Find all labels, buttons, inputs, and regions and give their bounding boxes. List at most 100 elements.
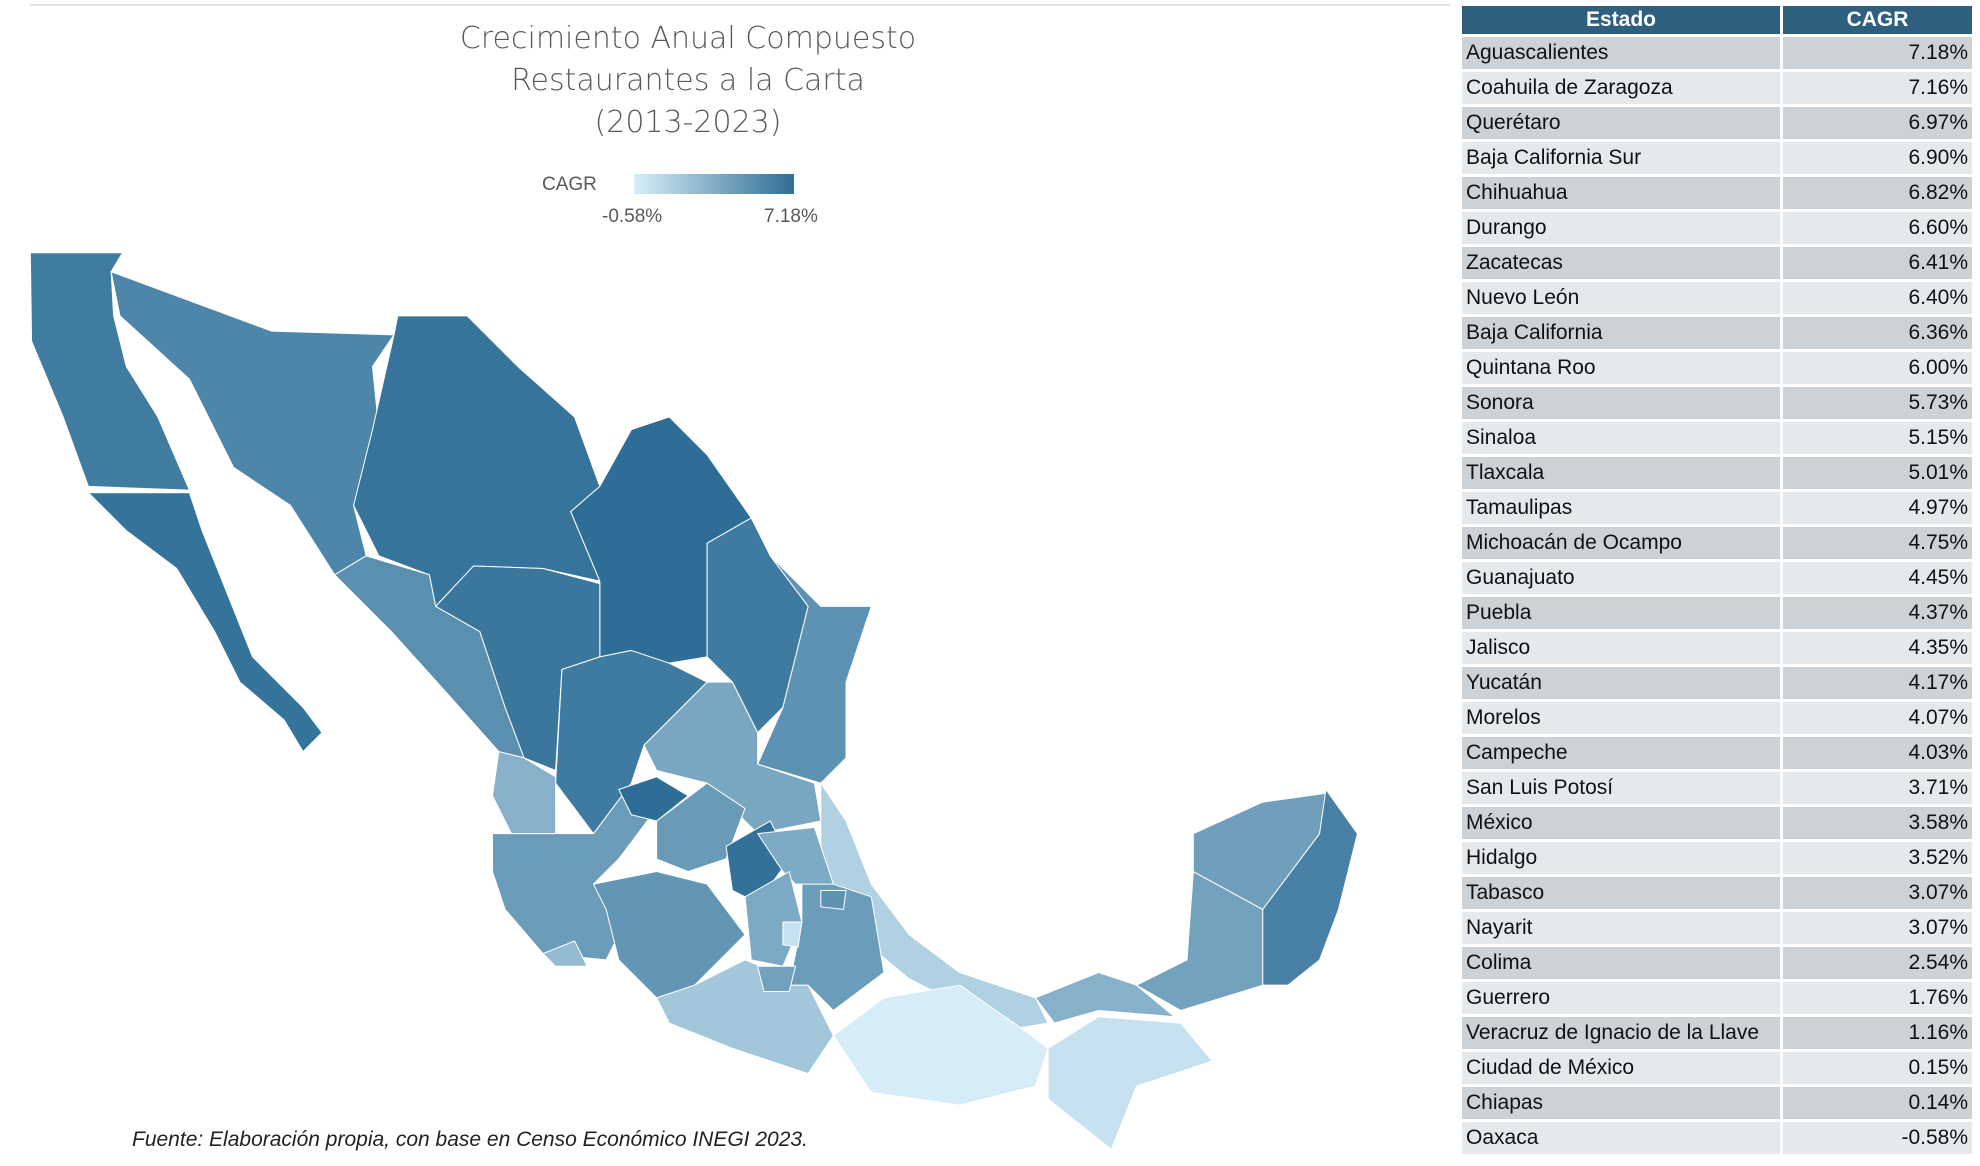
- estado-cell: Sonora: [1462, 387, 1780, 419]
- cagr-cell: 6.00%: [1783, 352, 1972, 384]
- estado-cell: Sinaloa: [1462, 422, 1780, 454]
- estado-cell: Durango: [1462, 212, 1780, 244]
- table-row: Campeche 4.03%: [1462, 737, 1972, 769]
- table-row: Jalisco 4.35%: [1462, 632, 1972, 664]
- cagr-cell: 1.16%: [1783, 1017, 1972, 1049]
- state-morelos: [757, 965, 797, 993]
- estado-cell: Oaxaca: [1462, 1122, 1780, 1154]
- estado-cell: Quintana Roo: [1462, 352, 1780, 384]
- table-row: Quintana Roo 6.00%: [1462, 352, 1972, 384]
- estado-cell: Morelos: [1462, 702, 1780, 734]
- table-row: Hidalgo 3.52%: [1462, 842, 1972, 874]
- source-note: Fuente: Elaboración propia, con base en …: [132, 1128, 808, 1151]
- cagr-cell: 6.82%: [1783, 177, 1972, 209]
- estado-cell: México: [1462, 807, 1780, 839]
- cagr-cell: -0.58%: [1783, 1122, 1972, 1154]
- table-row: Ciudad de México 0.15%: [1462, 1052, 1972, 1084]
- cagr-cell: 3.58%: [1783, 807, 1972, 839]
- cagr-cell: 6.97%: [1783, 107, 1972, 139]
- estado-cell: Yucatán: [1462, 667, 1780, 699]
- estado-cell: Zacatecas: [1462, 247, 1780, 279]
- estado-cell: Tabasco: [1462, 877, 1780, 909]
- table-row: Aguascalientes 7.18%: [1462, 37, 1972, 69]
- state-aguascalientes: [618, 776, 689, 822]
- estado-cell: Nuevo León: [1462, 282, 1780, 314]
- estado-cell: Nayarit: [1462, 912, 1780, 944]
- table-row: Querétaro 6.97%: [1462, 107, 1972, 139]
- estado-cell: Baja California: [1462, 317, 1780, 349]
- state-hidalgo: [757, 826, 834, 885]
- cagr-cell: 6.90%: [1783, 142, 1972, 174]
- estado-cell: Aguascalientes: [1462, 37, 1780, 69]
- estado-cell: Coahuila de Zaragoza: [1462, 72, 1780, 104]
- table-row: Chihuahua 6.82%: [1462, 177, 1972, 209]
- estado-cell: Michoacán de Ocampo: [1462, 527, 1780, 559]
- cagr-cell: 5.01%: [1783, 457, 1972, 489]
- estado-cell: Chihuahua: [1462, 177, 1780, 209]
- table-header-row: Estado CAGR: [1462, 6, 1972, 34]
- table-row: Guerrero 1.76%: [1462, 982, 1972, 1014]
- estado-cell: Colima: [1462, 947, 1780, 979]
- cagr-cell: 7.18%: [1783, 37, 1972, 69]
- legend-max: 7.18%: [764, 206, 818, 227]
- title-line-1: Crecimiento Anual Compuesto: [459, 21, 917, 56]
- state-chiapas: [1047, 1016, 1213, 1150]
- table-row: Baja California 6.36%: [1462, 317, 1972, 349]
- header-cagr: CAGR: [1783, 6, 1972, 34]
- cagr-cell: 0.14%: [1783, 1087, 1972, 1119]
- state-colima: [542, 940, 588, 967]
- cagr-cell: 4.75%: [1783, 527, 1972, 559]
- state-tamaulipas: [757, 555, 872, 784]
- table-row: Sinaloa 5.15%: [1462, 422, 1972, 454]
- header-estado: Estado: [1462, 6, 1780, 34]
- table-row: Coahuila de Zaragoza 7.16%: [1462, 72, 1972, 104]
- cagr-cell: 4.37%: [1783, 597, 1972, 629]
- cagr-cell: 6.60%: [1783, 212, 1972, 244]
- table-row: Oaxaca -0.58%: [1462, 1122, 1972, 1154]
- cagr-cell: 7.16%: [1783, 72, 1972, 104]
- table-row: San Luis Potosí 3.71%: [1462, 772, 1972, 804]
- cagr-table: Estado CAGR Aguascalientes 7.18% Coahuila …: [1459, 3, 1975, 1157]
- title-line-3: (2013-2023): [594, 105, 782, 140]
- table-row: Guanajuato 4.45%: [1462, 562, 1972, 594]
- state-tabasco: [1034, 972, 1175, 1024]
- estado-cell: Tlaxcala: [1462, 457, 1780, 489]
- cagr-cell: 3.07%: [1783, 912, 1972, 944]
- cagr-cell: 6.36%: [1783, 317, 1972, 349]
- table-row: Tamaulipas 4.97%: [1462, 492, 1972, 524]
- state-chihuahua: [353, 315, 601, 607]
- estado-cell: Guanajuato: [1462, 562, 1780, 594]
- cagr-cell: 4.45%: [1783, 562, 1972, 594]
- estado-cell: Puebla: [1462, 597, 1780, 629]
- legend-gradient: [634, 174, 794, 194]
- top-divider: [30, 4, 1450, 6]
- table-row: Tlaxcala 5.01%: [1462, 457, 1972, 489]
- table-row: Morelos 4.07%: [1462, 702, 1972, 734]
- table-row: Nuevo León 6.40%: [1462, 282, 1972, 314]
- cagr-cell: 5.15%: [1783, 422, 1972, 454]
- cagr-cell: 4.35%: [1783, 632, 1972, 664]
- estado-cell: Tamaulipas: [1462, 492, 1780, 524]
- cagr-cell: 2.54%: [1783, 947, 1972, 979]
- map-title: Crecimiento Anual Compuesto Restaurantes…: [388, 18, 988, 144]
- state-quintana-roo: [1262, 788, 1358, 986]
- table-row: Baja California Sur 6.90%: [1462, 142, 1972, 174]
- cagr-cell: 4.97%: [1783, 492, 1972, 524]
- estado-cell: Ciudad de México: [1462, 1052, 1780, 1084]
- state-baja-california-sur: [87, 492, 323, 753]
- table-row: Colima 2.54%: [1462, 947, 1972, 979]
- cagr-cell: 0.15%: [1783, 1052, 1972, 1084]
- table-row: Yucatán 4.17%: [1462, 667, 1972, 699]
- cagr-cell: 4.17%: [1783, 667, 1972, 699]
- cagr-cell: 4.07%: [1783, 702, 1972, 734]
- estado-cell: Veracruz de Ignacio de la Llave: [1462, 1017, 1780, 1049]
- estado-cell: Jalisco: [1462, 632, 1780, 664]
- state-ciudad-de-mexico: [782, 921, 803, 948]
- table-row: Zacatecas 6.41%: [1462, 247, 1972, 279]
- estado-cell: Guerrero: [1462, 982, 1780, 1014]
- cagr-cell: 6.40%: [1783, 282, 1972, 314]
- cagr-cell: 3.07%: [1783, 877, 1972, 909]
- estado-cell: Querétaro: [1462, 107, 1780, 139]
- state-tlaxcala: [820, 889, 847, 910]
